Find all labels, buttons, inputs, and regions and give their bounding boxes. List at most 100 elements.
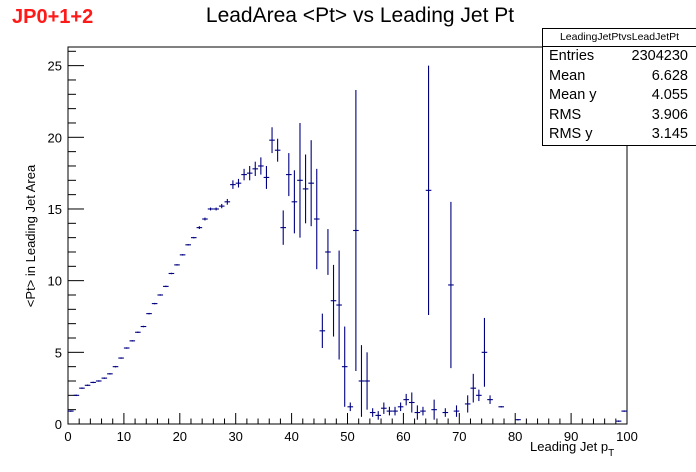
data-point [118, 357, 124, 359]
data-point [515, 418, 521, 421]
data-point [246, 165, 253, 181]
data-point [397, 402, 404, 412]
y-tick-label: 0 [55, 417, 62, 432]
data-point [325, 229, 331, 275]
data-point [381, 402, 387, 414]
data-point [140, 325, 147, 328]
stats-label: RMS y [549, 126, 593, 142]
data-point [464, 395, 471, 413]
data-point [442, 408, 449, 417]
data-point [364, 352, 370, 410]
x-axis-label-subscript: T [608, 448, 614, 459]
x-tick-label: 10 [117, 429, 131, 444]
data-point [408, 392, 415, 413]
data-point [392, 406, 398, 416]
data-point [386, 406, 393, 416]
x-tick-label: 20 [173, 429, 187, 444]
data-point [353, 90, 359, 371]
data-point [101, 377, 108, 379]
data-point [319, 313, 326, 349]
data-point [135, 331, 141, 333]
stats-row: RMS 3.906 [543, 106, 696, 126]
data-point [403, 393, 409, 406]
data-point [190, 236, 197, 239]
data-point [84, 384, 91, 387]
data-point [431, 399, 437, 420]
stats-row: Mean y 4.055 [543, 86, 696, 106]
trigger-tag: JP0+1+2 [12, 6, 94, 28]
data-point [297, 122, 303, 238]
y-tick-label: 25 [48, 59, 62, 74]
y-tick-label: 5 [55, 345, 62, 360]
x-tick-label: 70 [452, 429, 466, 444]
y-tick-label: 20 [48, 130, 62, 145]
data-point [369, 408, 376, 417]
data-point [235, 178, 242, 188]
data-point [79, 387, 85, 389]
data-point [207, 207, 214, 211]
data-point [481, 317, 488, 387]
data-point [185, 244, 191, 246]
x-axis-label: Leading Jet pT [530, 439, 614, 459]
stats-label: Entries [549, 48, 595, 64]
data-point [336, 250, 342, 360]
data-point [196, 226, 203, 230]
data-point [252, 161, 259, 177]
data-point [313, 168, 320, 270]
data-point [263, 165, 270, 189]
data-point [107, 373, 113, 375]
x-axis-ticks: 0 10 20 30 40 50 60 70 80 90 100 [64, 413, 638, 444]
data-point [308, 140, 314, 227]
stats-value: 4.055 [651, 87, 688, 103]
data-point [621, 410, 627, 412]
data-point [218, 203, 225, 209]
y-axis-ticks: 0 5 10 15 20 25 [48, 50, 84, 432]
x-tick-label: 50 [340, 429, 354, 444]
stats-label: RMS [549, 106, 582, 123]
data-point [453, 405, 460, 417]
data-point [291, 170, 298, 234]
data-point [95, 380, 102, 382]
x-tick-label: 30 [228, 429, 242, 444]
data-point [258, 157, 264, 175]
y-tick-label: 15 [48, 202, 62, 217]
data-point [163, 285, 169, 288]
data-point [498, 406, 505, 408]
data-point [241, 168, 247, 181]
data-point [615, 420, 622, 422]
x-tick-label: 40 [284, 429, 298, 444]
data-point [179, 254, 186, 256]
data-point [274, 138, 281, 162]
data-point [286, 153, 292, 197]
x-tick-label: 100 [616, 429, 638, 444]
data-point [269, 127, 275, 154]
x-tick-label: 0 [64, 429, 71, 444]
data-point [280, 210, 287, 245]
data-point [358, 345, 365, 417]
data-point [425, 65, 432, 316]
data-point [476, 389, 482, 402]
data-point [168, 272, 175, 275]
stats-value: 6.628 [651, 67, 688, 84]
data-point [157, 294, 164, 296]
data-point [213, 207, 219, 211]
x-tick-label: 60 [396, 429, 410, 444]
data-point [174, 264, 180, 266]
y-axis-label: <Pt> in Leading Jet Area [23, 164, 38, 307]
data-point [202, 217, 208, 221]
data-point [112, 365, 119, 368]
data-point [224, 198, 231, 205]
data-point [487, 395, 493, 404]
stats-row: Mean 6.628 [543, 67, 696, 87]
stats-value: 3.906 [651, 106, 688, 123]
data-points [68, 65, 627, 422]
data-point [68, 410, 74, 412]
data-point [146, 312, 152, 315]
data-point [123, 347, 130, 349]
data-point [347, 402, 354, 412]
data-point [90, 381, 96, 384]
data-point [470, 373, 477, 403]
stats-label: Mean [549, 67, 586, 84]
x-tick-label: 90 [564, 429, 578, 444]
stats-label: Mean y [549, 87, 597, 103]
